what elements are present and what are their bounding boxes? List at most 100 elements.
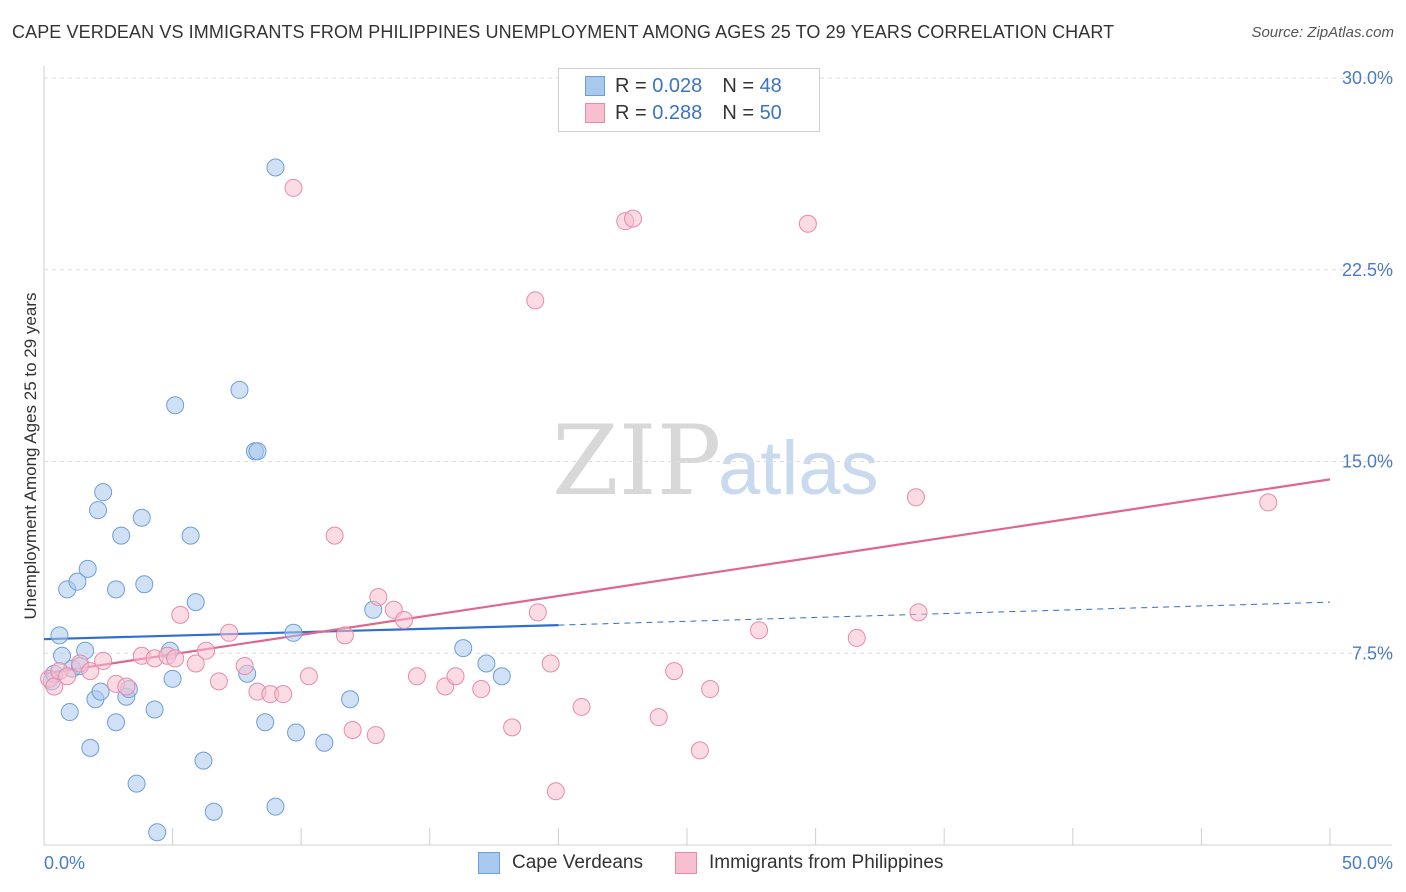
legend-row-philippines: R = 0.288 N = 50 [585, 100, 782, 126]
cape-verdean-point [204, 802, 223, 821]
philippines-point [572, 697, 591, 716]
cape-verdean-point [266, 797, 285, 816]
philippines-point [81, 662, 100, 681]
bottom-legend-label: Immigrants from Philippines [709, 852, 944, 873]
cape-verdean-point [91, 682, 110, 701]
cape-verdean-point [287, 723, 306, 742]
bottom-legend-label: Cape Verdeans [512, 852, 643, 873]
cape-verdean-point [341, 690, 360, 709]
tick-labels: 7.5% 15.0% 22.5% 30.0% 0.0% 50.0% [44, 68, 1393, 873]
philippines-point [472, 680, 491, 699]
y-tick-label: 7.5% [1352, 643, 1393, 663]
philippines-point [235, 657, 254, 676]
philippines-point [284, 178, 303, 197]
bottom-legend: Cape Verdeans Immigrants from Philippine… [478, 852, 975, 874]
bottom-legend-swatch-pink [675, 852, 697, 874]
cape-verdean-trend-extension [558, 601, 1331, 626]
legend-n-label: N = [722, 101, 754, 124]
x-tick-label-max: 50.0% [1342, 853, 1393, 873]
philippines-point [623, 209, 642, 228]
philippines-point [528, 603, 547, 622]
philippines-point [117, 677, 136, 696]
cape-verdean-point [181, 526, 200, 545]
cape-verdean-point [132, 508, 151, 527]
y-tick-label: 22.5% [1342, 260, 1393, 280]
cape-verdean-point [107, 713, 126, 732]
cape-verdean-point [477, 654, 496, 673]
cape-verdean-point [145, 700, 164, 719]
legend-n-label: N = [722, 74, 754, 97]
philippines-point [690, 741, 709, 760]
philippines-point [335, 626, 354, 645]
bottom-legend-philippines: Immigrants from Philippines [675, 852, 943, 874]
philippines-point [847, 628, 866, 647]
cape-verdean-point [284, 623, 303, 642]
axes [43, 66, 1392, 846]
philippines-point [58, 667, 77, 686]
x-tick-label-min: 0.0% [44, 853, 85, 873]
philippines-point [209, 672, 228, 691]
philippines-point [906, 488, 925, 507]
y-tick-label: 15.0% [1342, 452, 1393, 472]
philippines-point [665, 662, 684, 681]
philippines-point [446, 667, 465, 686]
stats-legend: R = 0.028 N = 48 R = 0.288 N = 50 [558, 68, 820, 132]
philippines-trend-line [43, 478, 1331, 675]
philippines-point [220, 623, 239, 642]
cape-verdean-point [112, 526, 131, 545]
cape-verdean-point [248, 442, 267, 461]
cape-verdean-point [166, 396, 185, 415]
legend-r-value: 0.288 [652, 101, 703, 124]
cape-verdean-point [127, 774, 146, 793]
philippines-point [546, 782, 565, 801]
cape-verdean-point [50, 626, 69, 645]
cape-verdean-point [186, 593, 205, 612]
watermark-atlas: atlas [718, 426, 879, 511]
philippines-point [1259, 493, 1278, 512]
cape-verdean-point [78, 559, 97, 578]
cape-verdean-point [492, 667, 511, 686]
philippines-point [395, 611, 414, 630]
philippines-point [366, 726, 385, 745]
legend-r-label: R = [615, 74, 647, 97]
philippines-point [649, 708, 668, 727]
philippines-point [369, 588, 388, 607]
philippines-point [407, 667, 426, 686]
philippines-point [701, 680, 720, 699]
cape-verdean-point [107, 580, 126, 599]
philippines-point [541, 654, 560, 673]
legend-swatch-pink [585, 103, 605, 123]
y-axis-label: Unemployment Among Ages 25 to 29 years [21, 293, 40, 620]
bottom-legend-cape-verdeans: Cape Verdeans [478, 852, 643, 874]
cape-verdean-point [81, 738, 100, 757]
cape-verdean-point [266, 158, 285, 177]
cape-verdean-point [454, 639, 473, 658]
philippines-point [798, 214, 817, 233]
philippines-point [197, 641, 216, 660]
philippines-point [325, 526, 344, 545]
philippines-point [171, 605, 190, 624]
cape-verdean-point [89, 501, 108, 520]
cape-verdean-point [230, 380, 249, 399]
philippines-point [909, 603, 928, 622]
legend-swatch-blue [585, 76, 605, 96]
philippines-point [274, 685, 293, 704]
chart-title: CAPE VERDEAN VS IMMIGRANTS FROM PHILIPPI… [12, 22, 1115, 42]
cape-verdean-point [163, 669, 182, 688]
cape-verdean-point [256, 713, 275, 732]
data-points [40, 158, 1278, 842]
philippines-point [750, 621, 769, 640]
cape-verdean-point [194, 751, 213, 770]
y-tick-label: 30.0% [1342, 68, 1393, 88]
cape-verdean-point [60, 703, 79, 722]
cape-verdean-point [315, 733, 334, 752]
philippines-point [343, 720, 362, 739]
philippines-point [526, 291, 545, 310]
source-label: Source: ZipAtlas.com [1251, 24, 1394, 41]
legend-r-value: 0.028 [652, 74, 703, 97]
philippines-point [94, 651, 113, 670]
cape-verdean-point [135, 575, 154, 594]
legend-row-cape-verdeans: R = 0.028 N = 48 [585, 73, 782, 99]
legend-r-label: R = [615, 101, 647, 124]
